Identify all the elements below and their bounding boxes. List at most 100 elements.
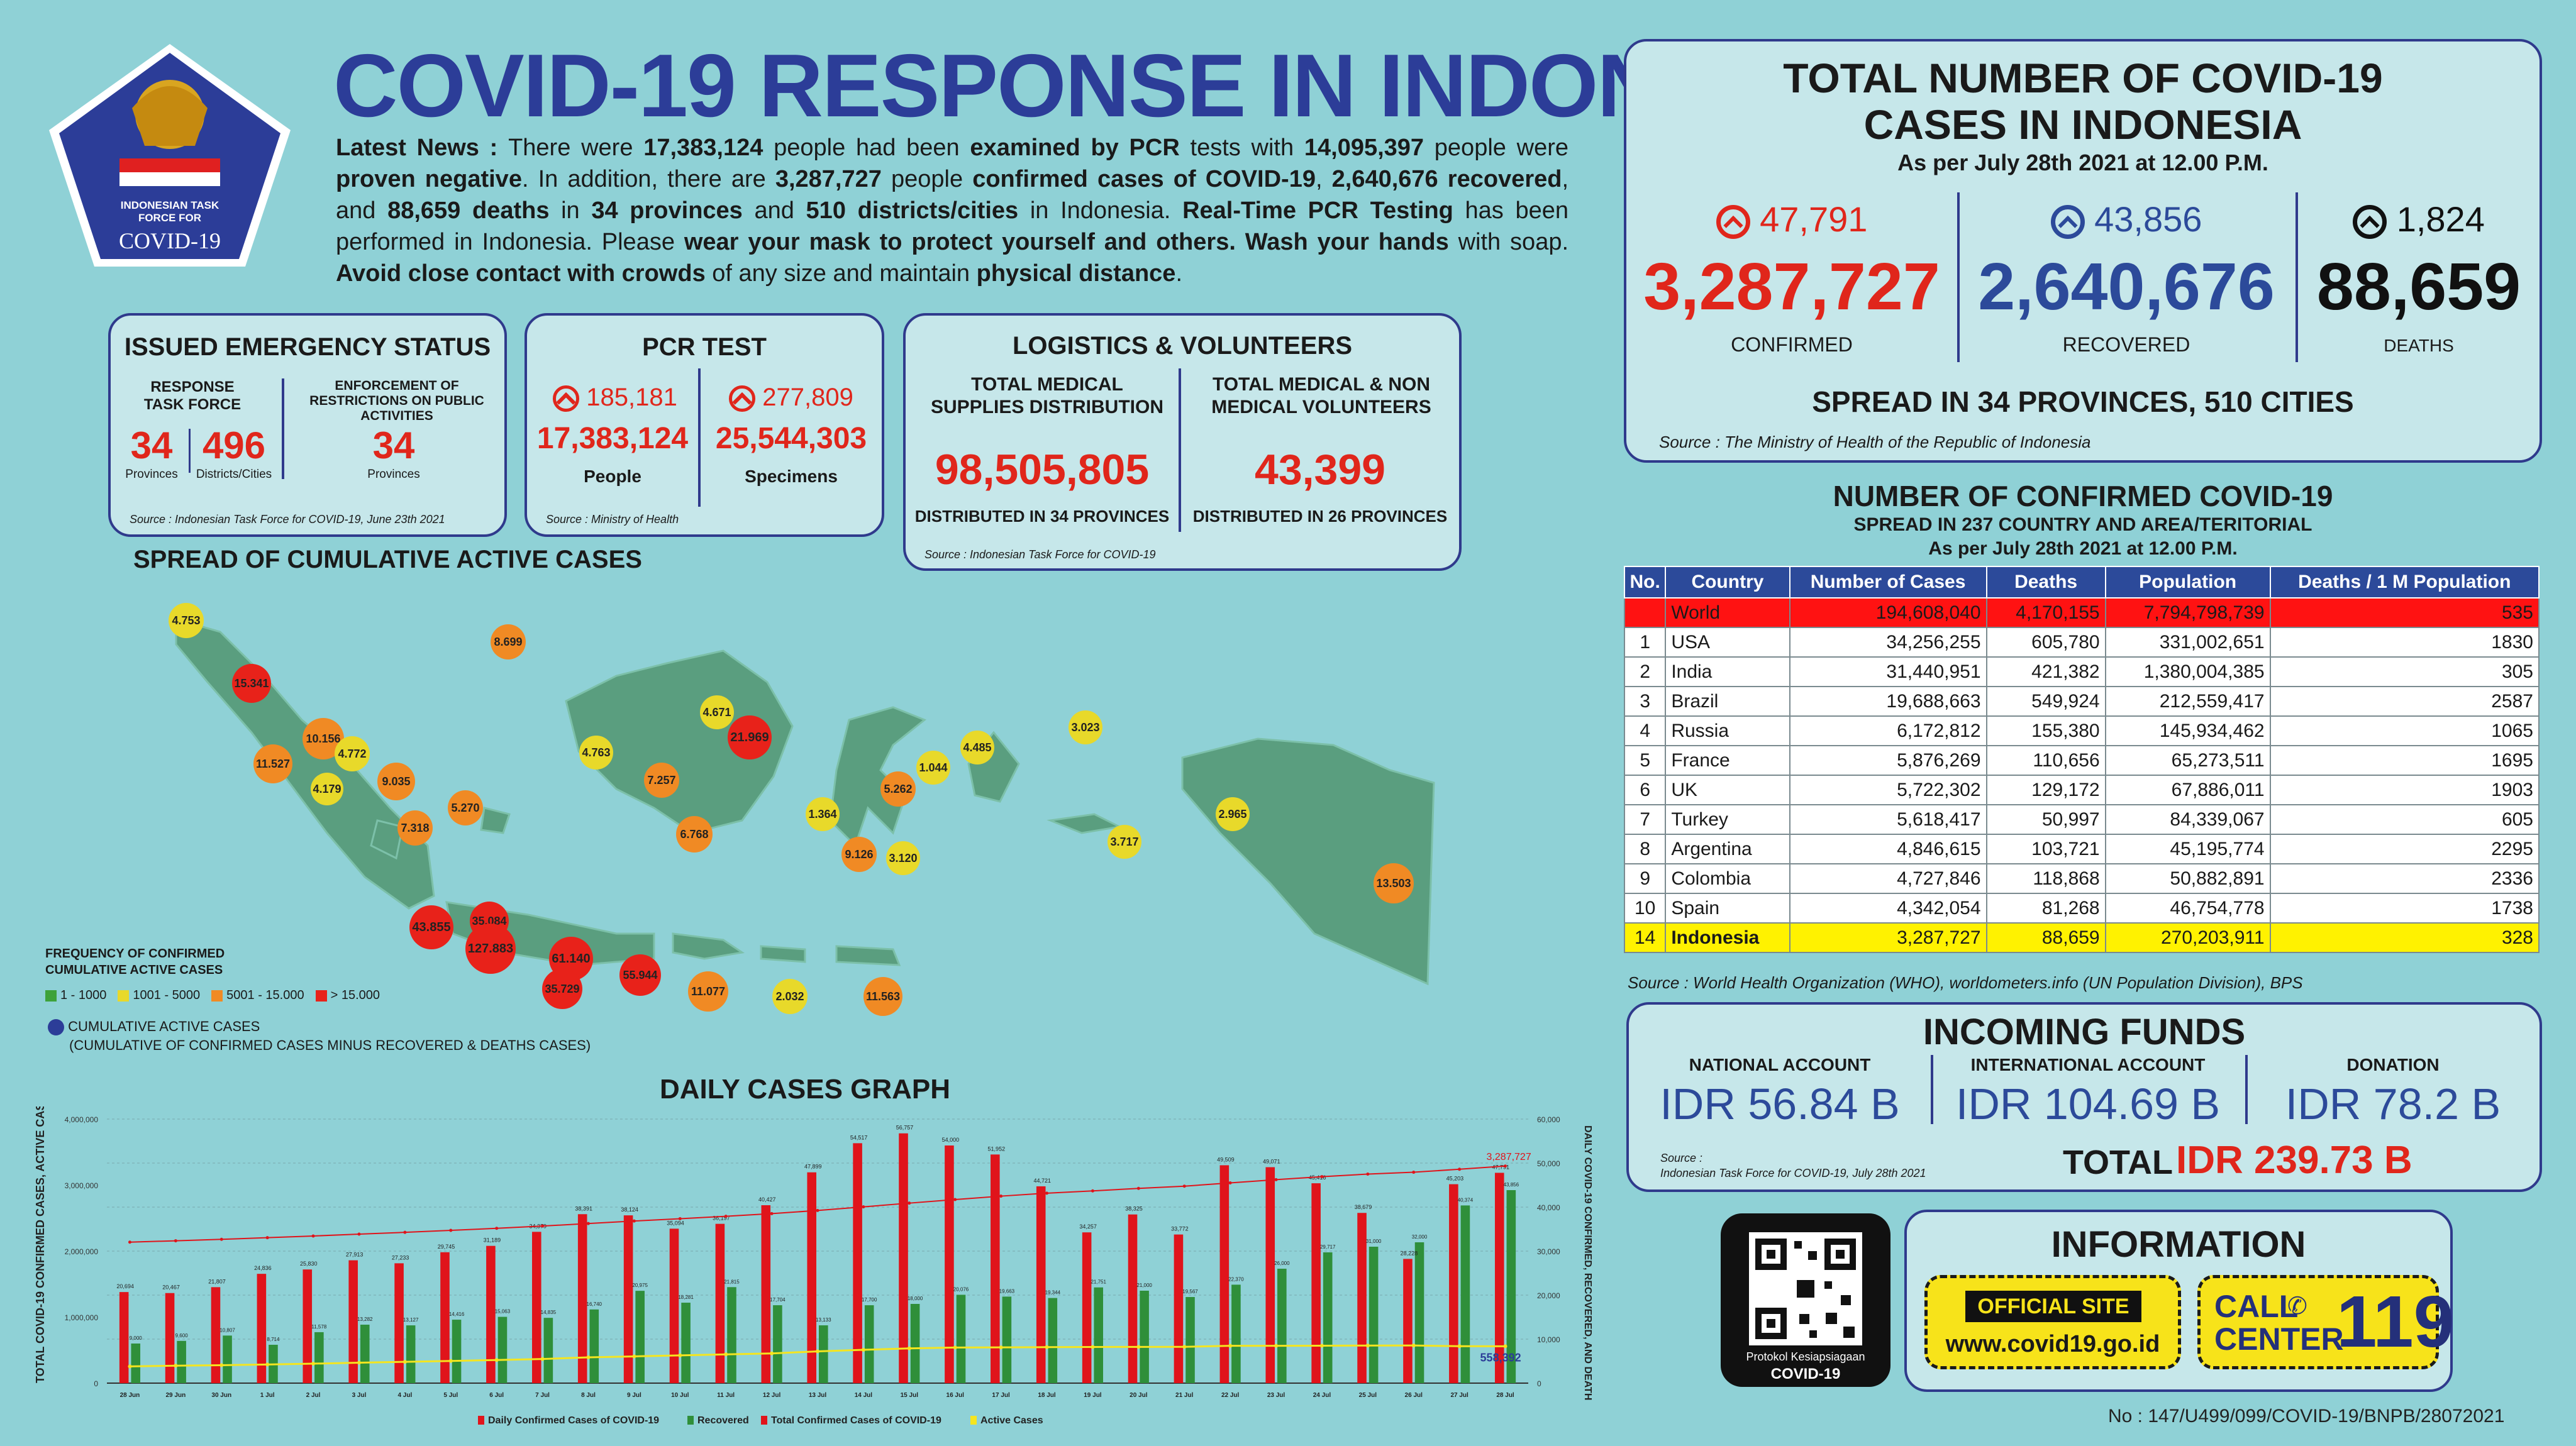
- table-cell: 45,195,774: [2104, 834, 2271, 864]
- daily-confirmed-bar: [669, 1228, 679, 1383]
- recovered-value-label: 14,835: [541, 1310, 557, 1315]
- recovered-value-label: 18,281: [678, 1294, 694, 1300]
- map-province-dot: 4.179: [311, 773, 343, 805]
- recovered-value-label: 20,076: [953, 1286, 969, 1292]
- deaths-total: 88,659: [2316, 250, 2521, 324]
- table-header: Population: [2104, 566, 2271, 599]
- active-cases-point: [448, 1359, 453, 1363]
- donation-value: IDR 78.2 B: [2285, 1079, 2501, 1129]
- recovered-value-label: 10,807: [219, 1327, 235, 1333]
- chart-legend-label: Total Confirmed Cases of COVID-19: [771, 1415, 941, 1426]
- table-cell: 5,618,417: [1789, 804, 1987, 835]
- daily-value-label: 24,836: [254, 1265, 272, 1271]
- map-province-dot: 1.044: [916, 751, 950, 785]
- call-number: 119: [2336, 1281, 2455, 1362]
- table-cell: France: [1665, 745, 1790, 776]
- daily-confirmed-bar: [1082, 1232, 1092, 1383]
- active-cases-point: [1045, 1345, 1049, 1349]
- active-cases-dot-icon: [48, 1019, 64, 1036]
- map-province-dot: 11.077: [688, 971, 728, 1012]
- active-cases-point: [678, 1353, 682, 1357]
- x-tick-label: 11 Jul: [717, 1392, 735, 1399]
- table-cell: 9: [1623, 863, 1667, 894]
- recovered-value-label: 9,000: [130, 1335, 143, 1341]
- logistics-source: Source : Indonesian Task Force for COVID…: [924, 548, 1156, 561]
- funds-title: INCOMING FUNDS: [1923, 1012, 2246, 1052]
- total-confirmed-point: [1182, 1184, 1186, 1188]
- active-cases-point: [265, 1362, 270, 1367]
- legend-label: > 15.000: [330, 988, 380, 1002]
- recovered-bar: [131, 1344, 141, 1383]
- x-tick-label: 23 Jul: [1267, 1392, 1285, 1399]
- recovered-bar: [773, 1305, 782, 1383]
- total-confirmed-point: [999, 1195, 1003, 1198]
- daily-value-label: 20,467: [162, 1284, 180, 1291]
- restrictions-label: ENFORCEMENT OF RESTRICTIONS ON PUBLIC AC…: [309, 378, 484, 423]
- legend-label: 1001 - 5000: [133, 988, 201, 1002]
- table-cell: 2587: [2269, 686, 2540, 717]
- active-cases-point: [724, 1352, 728, 1357]
- table-cell: 4: [1623, 715, 1667, 746]
- daily-value-label: 56,757: [896, 1125, 914, 1131]
- table-cell: 81,268: [1985, 893, 2106, 924]
- garuda-logo-icon: [49, 44, 291, 267]
- total-confirmed-point: [953, 1198, 957, 1201]
- table-cell: 2: [1623, 656, 1667, 687]
- chart-legend-swatch: [970, 1416, 977, 1425]
- daily-confirmed-bar: [577, 1214, 587, 1383]
- table-row: 6 UK 5,722,302 129,172 67,886,011 1903: [1623, 775, 2540, 805]
- table-cell: [1623, 597, 1667, 628]
- official-site-link[interactable]: OFFICIAL SITE www.covid19.go.id: [1924, 1275, 2181, 1369]
- pcr-people-increase: 185,181: [533, 384, 697, 412]
- table-cell: 129,172: [1985, 775, 2106, 805]
- total-confirmed-point: [770, 1211, 774, 1215]
- document-number: No : 147/U499/099/COVID-19/BNPB/28072021: [2108, 1406, 2505, 1427]
- total-confirmed-point: [1045, 1191, 1049, 1195]
- call-center-button[interactable]: CALL CENTER ✆ 119: [2197, 1275, 2454, 1369]
- recovered-value-label: 17,704: [770, 1297, 786, 1303]
- increase-arrow-icon: [1716, 205, 1750, 240]
- table-cell: 305: [2269, 656, 2540, 687]
- daily-value-label: 38,679: [1355, 1204, 1372, 1210]
- map-province-dot: 5.262: [880, 771, 916, 807]
- chart-legend-swatch: [687, 1416, 694, 1425]
- total-confirmed-point: [449, 1228, 453, 1232]
- supplies-note: DISTRIBUTED IN 34 PROVINCES: [914, 507, 1170, 526]
- x-tick-label: 14 Jul: [855, 1392, 873, 1399]
- qr-code-card[interactable]: Protokol Kesiapsiagaan COVID-19: [1721, 1213, 1890, 1387]
- legend-label: 5001 - 15.000: [226, 988, 304, 1002]
- legend-swatch: [45, 990, 57, 1002]
- right-tick-label: 30,000: [1537, 1247, 1560, 1256]
- world-source: Source : World Health Organization (WHO)…: [1628, 973, 2303, 992]
- table-cell: India: [1665, 656, 1790, 687]
- total-confirmed-point: [632, 1219, 636, 1223]
- daily-confirmed-bar: [991, 1154, 1000, 1383]
- confirmed-increase: 47,791: [1626, 199, 1957, 240]
- map-province-dot: 9.126: [841, 837, 877, 872]
- totals-panel: TOTAL NUMBER OF COVID-19 CASES IN INDONE…: [1624, 39, 2542, 463]
- confirmed-label: CONFIRMED: [1731, 333, 1853, 356]
- active-cases-point: [770, 1351, 774, 1355]
- supplies-label: TOTAL MEDICAL SUPPLIES DISTRIBUTION: [930, 374, 1164, 417]
- table-cell: Russia: [1665, 715, 1790, 746]
- qr-code-icon: [1749, 1232, 1862, 1345]
- active-cases-point: [1091, 1345, 1095, 1349]
- table-row: 2 India 31,440,951 421,382 1,380,004,385 305: [1623, 656, 2540, 687]
- active-cases-point: [999, 1345, 1003, 1350]
- daily-cases-chart: 60,000 50,000 40,000 30,000 20,000 10,000 0 4,0…: [25, 1088, 1597, 1440]
- table-row: World 194,608,040 4,170,155 7,794,798,739 53…: [1623, 597, 2540, 628]
- x-tick-label: 19 Jul: [1084, 1392, 1102, 1399]
- active-legend-note: (CUMULATIVE OF CONFIRMED CASES MINUS REC…: [69, 1037, 591, 1053]
- total-confirmed-point: [1274, 1178, 1278, 1181]
- daily-value-label: 44,721: [1033, 1178, 1051, 1184]
- map-province-dot: 127.883: [465, 924, 516, 974]
- x-tick-label: 10 Jul: [671, 1392, 689, 1399]
- recovered-value-label: 19,567: [1182, 1289, 1198, 1294]
- active-cases-point: [219, 1363, 224, 1367]
- legend-item: 5001 - 15.000: [211, 988, 304, 1002]
- daily-confirmed-bar: [1174, 1234, 1184, 1383]
- recovered-value-label: 16,740: [587, 1301, 602, 1307]
- legend-title-1: FREQUENCY OF CONFIRMED: [45, 947, 225, 961]
- recovered-value-label: 17,700: [862, 1297, 877, 1303]
- total-confirmed-point: [1504, 1164, 1507, 1168]
